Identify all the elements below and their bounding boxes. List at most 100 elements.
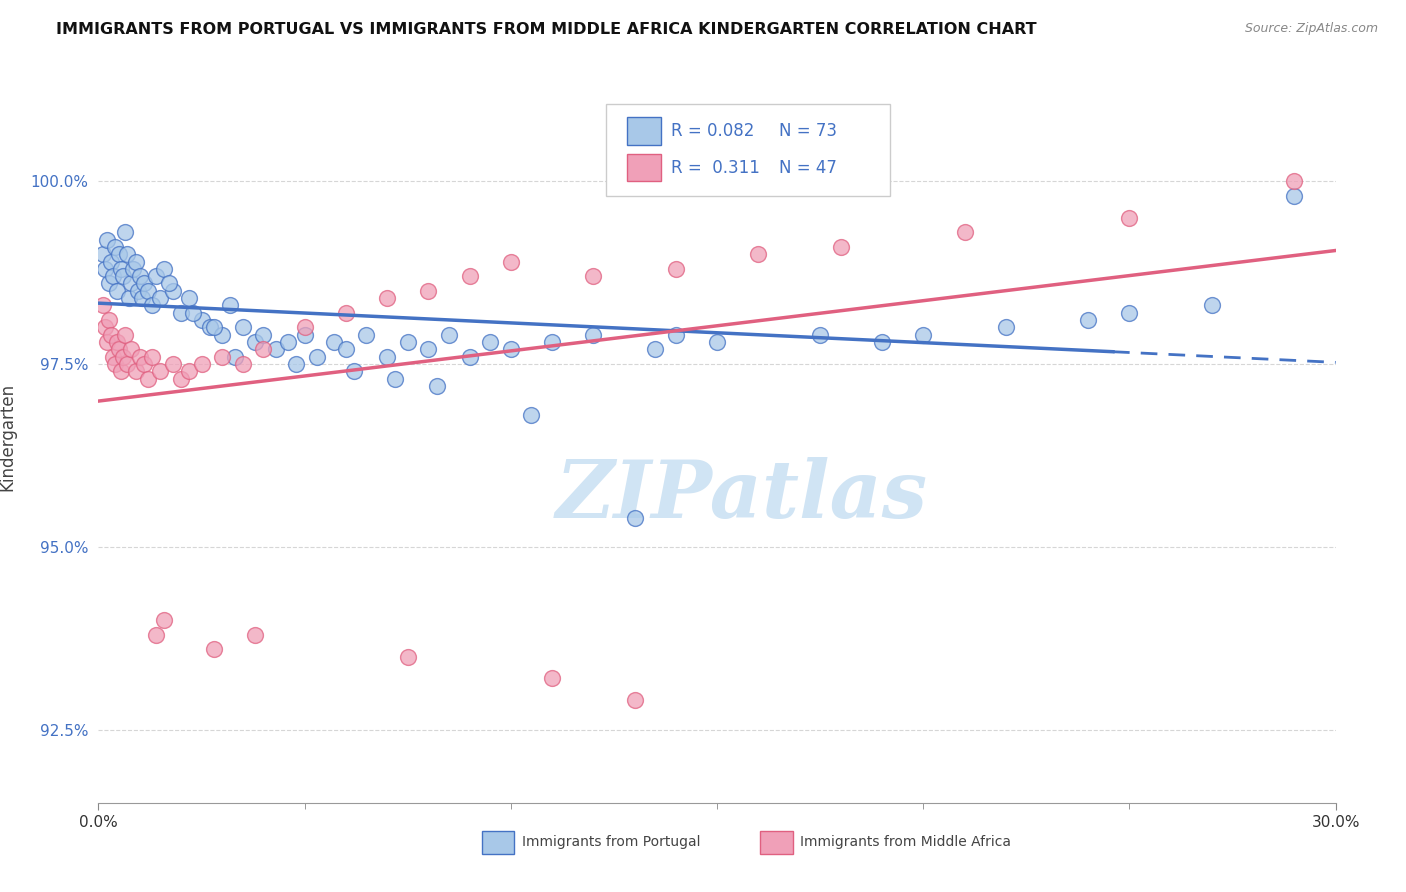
Point: [499, 254, 522, 268]
Point: [128, 350, 150, 364]
Point: [1284, 174, 1306, 188]
Point: [198, 320, 221, 334]
Text: R = 0.082: R = 0.082: [671, 122, 755, 140]
Point: [747, 247, 769, 261]
Point: [100, 327, 122, 342]
Point: [264, 343, 287, 357]
FancyBboxPatch shape: [627, 154, 661, 181]
Point: [104, 240, 127, 254]
Point: [219, 298, 242, 312]
Text: N = 47: N = 47: [779, 159, 837, 177]
Point: [162, 284, 184, 298]
Text: Source: ZipAtlas.com: Source: ZipAtlas.com: [1244, 22, 1378, 36]
Point: [93, 320, 115, 334]
Point: [243, 334, 266, 349]
Point: [285, 357, 308, 371]
Point: [114, 225, 136, 239]
Point: [114, 327, 136, 342]
FancyBboxPatch shape: [761, 830, 793, 854]
Point: [96, 334, 118, 349]
Point: [479, 334, 502, 349]
Point: [179, 364, 201, 378]
Point: [105, 334, 128, 349]
Point: [141, 350, 163, 364]
Point: [665, 327, 688, 342]
Point: [665, 261, 688, 276]
Point: [117, 247, 139, 261]
Point: [149, 364, 172, 378]
Point: [112, 350, 135, 364]
Text: N = 73: N = 73: [779, 122, 837, 140]
Point: [124, 364, 146, 378]
Point: [190, 357, 212, 371]
Point: [418, 343, 440, 357]
Text: Immigrants from Portugal: Immigrants from Portugal: [522, 835, 700, 849]
Point: [157, 277, 180, 291]
Point: [252, 327, 274, 342]
Point: [202, 320, 225, 334]
Point: [149, 291, 172, 305]
Point: [117, 357, 139, 371]
Point: [343, 364, 366, 378]
Text: Immigrants from Middle Africa: Immigrants from Middle Africa: [800, 835, 1011, 849]
Point: [132, 277, 155, 291]
Point: [145, 627, 167, 641]
Point: [458, 269, 481, 284]
Point: [112, 269, 135, 284]
Point: [108, 343, 131, 357]
Point: [458, 350, 481, 364]
Point: [179, 291, 201, 305]
Point: [190, 313, 212, 327]
Point: [127, 284, 149, 298]
Point: [582, 269, 605, 284]
Point: [582, 327, 605, 342]
Point: [520, 408, 543, 422]
Point: [128, 269, 150, 284]
Point: [356, 327, 378, 342]
Point: [335, 343, 357, 357]
Point: [294, 320, 316, 334]
Point: [108, 247, 131, 261]
Text: ZIPatlas: ZIPatlas: [555, 457, 928, 534]
Point: [97, 313, 120, 327]
Point: [623, 510, 645, 524]
Point: [499, 343, 522, 357]
Point: [1284, 188, 1306, 202]
Point: [335, 306, 357, 320]
FancyBboxPatch shape: [627, 118, 661, 145]
Point: [396, 649, 419, 664]
Point: [170, 306, 193, 320]
Point: [870, 334, 893, 349]
Point: [110, 261, 132, 276]
Point: [252, 343, 274, 357]
Point: [375, 291, 398, 305]
Point: [277, 334, 299, 349]
Point: [305, 350, 328, 364]
Point: [644, 343, 666, 357]
Point: [384, 371, 406, 385]
Point: [202, 642, 225, 657]
FancyBboxPatch shape: [482, 830, 515, 854]
Point: [97, 277, 120, 291]
Point: [131, 291, 153, 305]
Y-axis label: Kindergarten: Kindergarten: [0, 383, 17, 491]
Point: [145, 269, 167, 284]
Point: [830, 240, 852, 254]
Point: [211, 327, 233, 342]
Point: [706, 334, 728, 349]
Point: [132, 357, 155, 371]
Point: [120, 343, 142, 357]
Point: [101, 269, 124, 284]
Point: [181, 306, 204, 320]
Point: [224, 350, 246, 364]
Point: [418, 284, 440, 298]
Point: [1201, 298, 1223, 312]
Point: [105, 284, 128, 298]
Point: [136, 371, 159, 385]
FancyBboxPatch shape: [606, 104, 890, 195]
Point: [1077, 313, 1099, 327]
Point: [243, 627, 266, 641]
Point: [808, 327, 831, 342]
Point: [375, 350, 398, 364]
Point: [623, 693, 645, 707]
